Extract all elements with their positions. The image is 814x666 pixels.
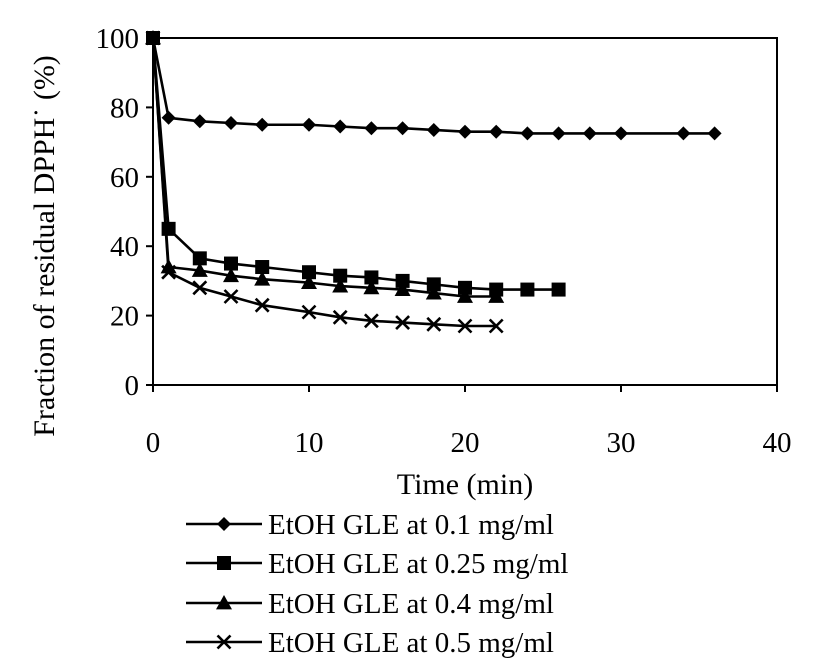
data-point <box>223 267 239 283</box>
legend-item: EtOH GLE at 0.4 mg/ml <box>186 588 554 620</box>
legend: EtOH GLE at 0.1 mg/ml EtOH GLE at 0.25 mg… <box>186 509 568 659</box>
legend-swatch-marker <box>216 595 232 610</box>
data-point <box>254 271 271 286</box>
data-point <box>676 126 691 141</box>
data-point <box>302 117 316 132</box>
x-tick-label: 40 <box>763 427 792 459</box>
data-point <box>426 277 441 292</box>
series-2 <box>146 31 566 297</box>
legend-label: EtOH GLE at 0.4 mg/ml <box>268 588 554 620</box>
y-tick-label: 100 <box>96 23 140 55</box>
data-point <box>395 273 410 288</box>
y-tick-label: 60 <box>110 162 139 194</box>
x-tick-label: 20 <box>451 427 480 459</box>
legend-label: EtOH GLE at 0.1 mg/ml <box>268 509 554 541</box>
data-point <box>520 126 535 141</box>
data-point <box>333 268 348 283</box>
data-point <box>394 281 411 296</box>
data-point <box>161 221 176 236</box>
y-tick-label: 20 <box>110 301 139 333</box>
data-point <box>707 126 722 141</box>
x-axis-ticks: 0 10 20 30 40 <box>146 385 792 459</box>
data-point <box>363 279 380 295</box>
data-point <box>582 126 597 141</box>
data-point <box>332 278 349 293</box>
data-point <box>192 280 208 296</box>
legend-label: EtOH GLE at 0.25 mg/ml <box>268 548 568 580</box>
data-point <box>364 270 379 285</box>
data-point <box>364 121 379 136</box>
data-point <box>223 289 239 304</box>
data-point <box>192 251 207 266</box>
data-point <box>488 318 504 334</box>
legend-swatch-marker <box>217 556 231 570</box>
data-point <box>457 318 473 334</box>
x-tick-label: 30 <box>607 427 636 459</box>
data-point <box>224 256 238 271</box>
legend-item: EtOH GLE at 0.5 mg/ml <box>186 627 554 659</box>
data-point <box>395 121 410 136</box>
data-point <box>458 280 472 295</box>
data-point <box>363 313 379 329</box>
data-point <box>161 264 177 280</box>
y-tick-label: 40 <box>110 231 139 263</box>
data-point <box>254 297 270 313</box>
legend-label: EtOH GLE at 0.5 mg/ml <box>268 627 554 659</box>
series-4 <box>145 30 504 334</box>
data-point <box>426 316 442 332</box>
y-tick-label: 0 <box>125 370 140 402</box>
data-point <box>614 126 628 141</box>
legend-swatch-marker <box>216 634 232 650</box>
legend-swatch-marker <box>217 517 231 531</box>
data-point <box>301 304 317 320</box>
data-point <box>551 282 566 297</box>
data-point <box>332 309 348 325</box>
data-point <box>551 126 566 141</box>
series-line <box>151 37 497 328</box>
series-layer <box>145 30 722 334</box>
data-point <box>488 288 505 303</box>
x-tick-label: 0 <box>146 427 161 459</box>
data-point <box>224 116 238 131</box>
data-point <box>191 262 208 277</box>
data-point <box>395 315 411 330</box>
data-point <box>333 119 348 134</box>
x-tick-label: 10 <box>295 427 324 459</box>
data-point <box>192 114 207 129</box>
data-point <box>302 265 316 280</box>
data-point <box>489 124 504 139</box>
x-axis-label: Time (min) <box>397 468 533 501</box>
data-point <box>255 117 270 132</box>
data-point <box>458 124 472 139</box>
legend-item: EtOH GLE at 0.1 mg/ml <box>186 509 554 541</box>
data-point <box>426 122 441 137</box>
data-point <box>457 288 473 303</box>
series-line <box>151 37 497 298</box>
data-point <box>520 282 535 297</box>
data-point <box>425 285 442 300</box>
data-point <box>161 110 176 125</box>
y-axis-label: Fraction of residual DPPH˙ (%) <box>28 55 61 437</box>
plot-area <box>152 37 778 386</box>
y-axis-ticks: 0 20 40 60 80 100 <box>96 23 153 402</box>
data-point <box>255 260 270 275</box>
data-point <box>145 30 161 46</box>
y-tick-label: 80 <box>110 92 139 124</box>
data-point <box>301 274 317 290</box>
legend-item: EtOH GLE at 0.25 mg/ml <box>186 548 568 580</box>
